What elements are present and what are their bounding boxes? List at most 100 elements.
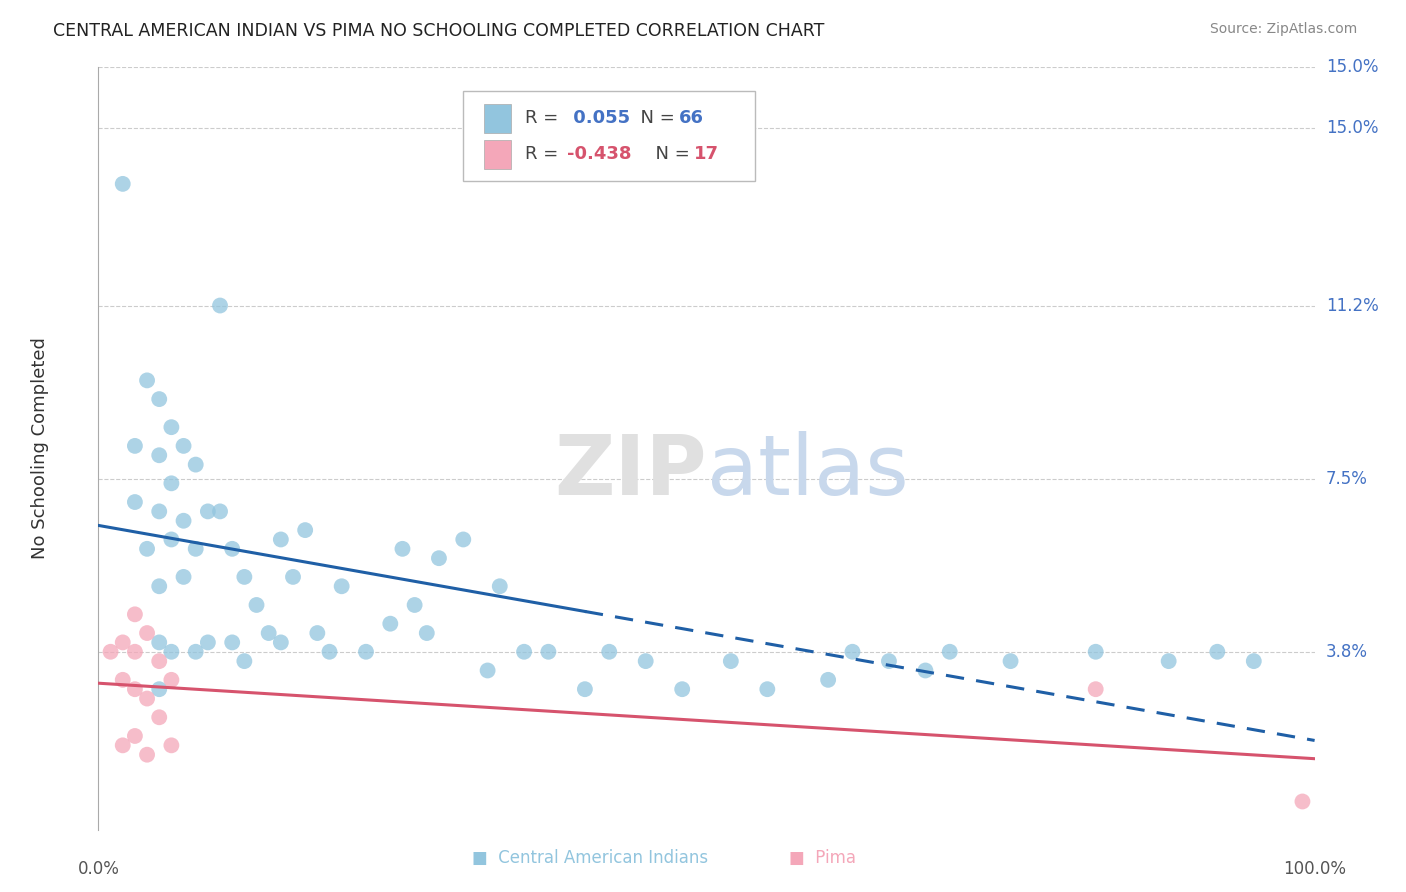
Text: ■  Central American Indians: ■ Central American Indians	[472, 849, 709, 867]
Point	[354, 645, 377, 659]
FancyBboxPatch shape	[484, 103, 510, 133]
Point	[148, 448, 170, 462]
Point	[574, 682, 596, 697]
Text: atlas: atlas	[707, 431, 908, 512]
Point	[233, 570, 256, 584]
Point	[124, 495, 146, 509]
Text: 17: 17	[695, 145, 720, 163]
Point	[841, 645, 863, 659]
Point	[671, 682, 693, 697]
Point	[914, 664, 936, 678]
Point	[939, 645, 962, 659]
Point	[330, 579, 353, 593]
Point	[598, 645, 620, 659]
Point	[453, 533, 475, 547]
Text: ZIP: ZIP	[554, 431, 707, 512]
Text: Source: ZipAtlas.com: Source: ZipAtlas.com	[1209, 22, 1357, 37]
Point	[307, 626, 329, 640]
Point	[209, 299, 232, 313]
Text: R =: R =	[526, 145, 564, 163]
Point	[391, 541, 413, 556]
Point	[136, 373, 159, 387]
Point	[257, 626, 280, 640]
Point	[160, 673, 183, 687]
Text: 11.2%: 11.2%	[1326, 296, 1378, 315]
Point	[136, 541, 159, 556]
Point	[111, 635, 134, 649]
Point	[148, 682, 170, 697]
Text: CENTRAL AMERICAN INDIAN VS PIMA NO SCHOOLING COMPLETED CORRELATION CHART: CENTRAL AMERICAN INDIAN VS PIMA NO SCHOO…	[53, 22, 825, 40]
Point	[209, 504, 232, 518]
Point	[1084, 645, 1107, 659]
Text: 15.0%: 15.0%	[1326, 119, 1378, 136]
Point	[197, 635, 219, 649]
Point	[1084, 682, 1107, 697]
Point	[148, 392, 170, 406]
Text: 3.8%: 3.8%	[1326, 643, 1368, 661]
Point	[294, 523, 316, 537]
Point	[245, 598, 267, 612]
Point	[1157, 654, 1180, 668]
Point	[148, 710, 170, 724]
Point	[184, 541, 207, 556]
FancyBboxPatch shape	[484, 140, 510, 169]
Point	[513, 645, 536, 659]
Point	[221, 635, 243, 649]
Point	[537, 645, 560, 659]
Point	[817, 673, 839, 687]
Point	[416, 626, 439, 640]
Point	[173, 514, 195, 528]
Point	[756, 682, 779, 697]
FancyBboxPatch shape	[464, 91, 755, 181]
Point	[124, 682, 146, 697]
Point	[124, 607, 146, 622]
Point	[136, 747, 159, 762]
Point	[270, 635, 292, 649]
Point	[124, 645, 146, 659]
Point	[197, 504, 219, 518]
Text: 100.0%: 100.0%	[1284, 860, 1346, 878]
Point	[233, 654, 256, 668]
Text: 0.0%: 0.0%	[77, 860, 120, 878]
Point	[488, 579, 510, 593]
Point	[270, 533, 292, 547]
Point	[160, 645, 183, 659]
Point	[111, 177, 134, 191]
Point	[1000, 654, 1022, 668]
Point	[404, 598, 426, 612]
Text: 0.055: 0.055	[567, 109, 630, 128]
Text: No Schooling Completed: No Schooling Completed	[31, 337, 49, 559]
Point	[124, 439, 146, 453]
Point	[100, 645, 122, 659]
Point	[1291, 795, 1313, 809]
Text: 15.0%: 15.0%	[1326, 58, 1378, 76]
Point	[720, 654, 742, 668]
Point	[173, 439, 195, 453]
Point	[148, 635, 170, 649]
Point	[281, 570, 304, 584]
Point	[1243, 654, 1265, 668]
Point	[111, 673, 134, 687]
Point	[877, 654, 900, 668]
Text: 66: 66	[679, 109, 703, 128]
Point	[160, 739, 183, 753]
Point	[136, 626, 159, 640]
Point	[136, 691, 159, 706]
Text: ■  Pima: ■ Pima	[789, 849, 856, 867]
Point	[634, 654, 657, 668]
Point	[124, 729, 146, 743]
Point	[427, 551, 450, 566]
Point	[380, 616, 402, 631]
Point	[148, 579, 170, 593]
Point	[173, 570, 195, 584]
Text: -0.438: -0.438	[567, 145, 631, 163]
Point	[184, 458, 207, 472]
Point	[160, 476, 183, 491]
Point	[184, 645, 207, 659]
Point	[160, 533, 183, 547]
Text: R =: R =	[526, 109, 564, 128]
Text: 7.5%: 7.5%	[1326, 470, 1368, 488]
Point	[148, 654, 170, 668]
Point	[477, 664, 499, 678]
Text: N =: N =	[644, 145, 696, 163]
